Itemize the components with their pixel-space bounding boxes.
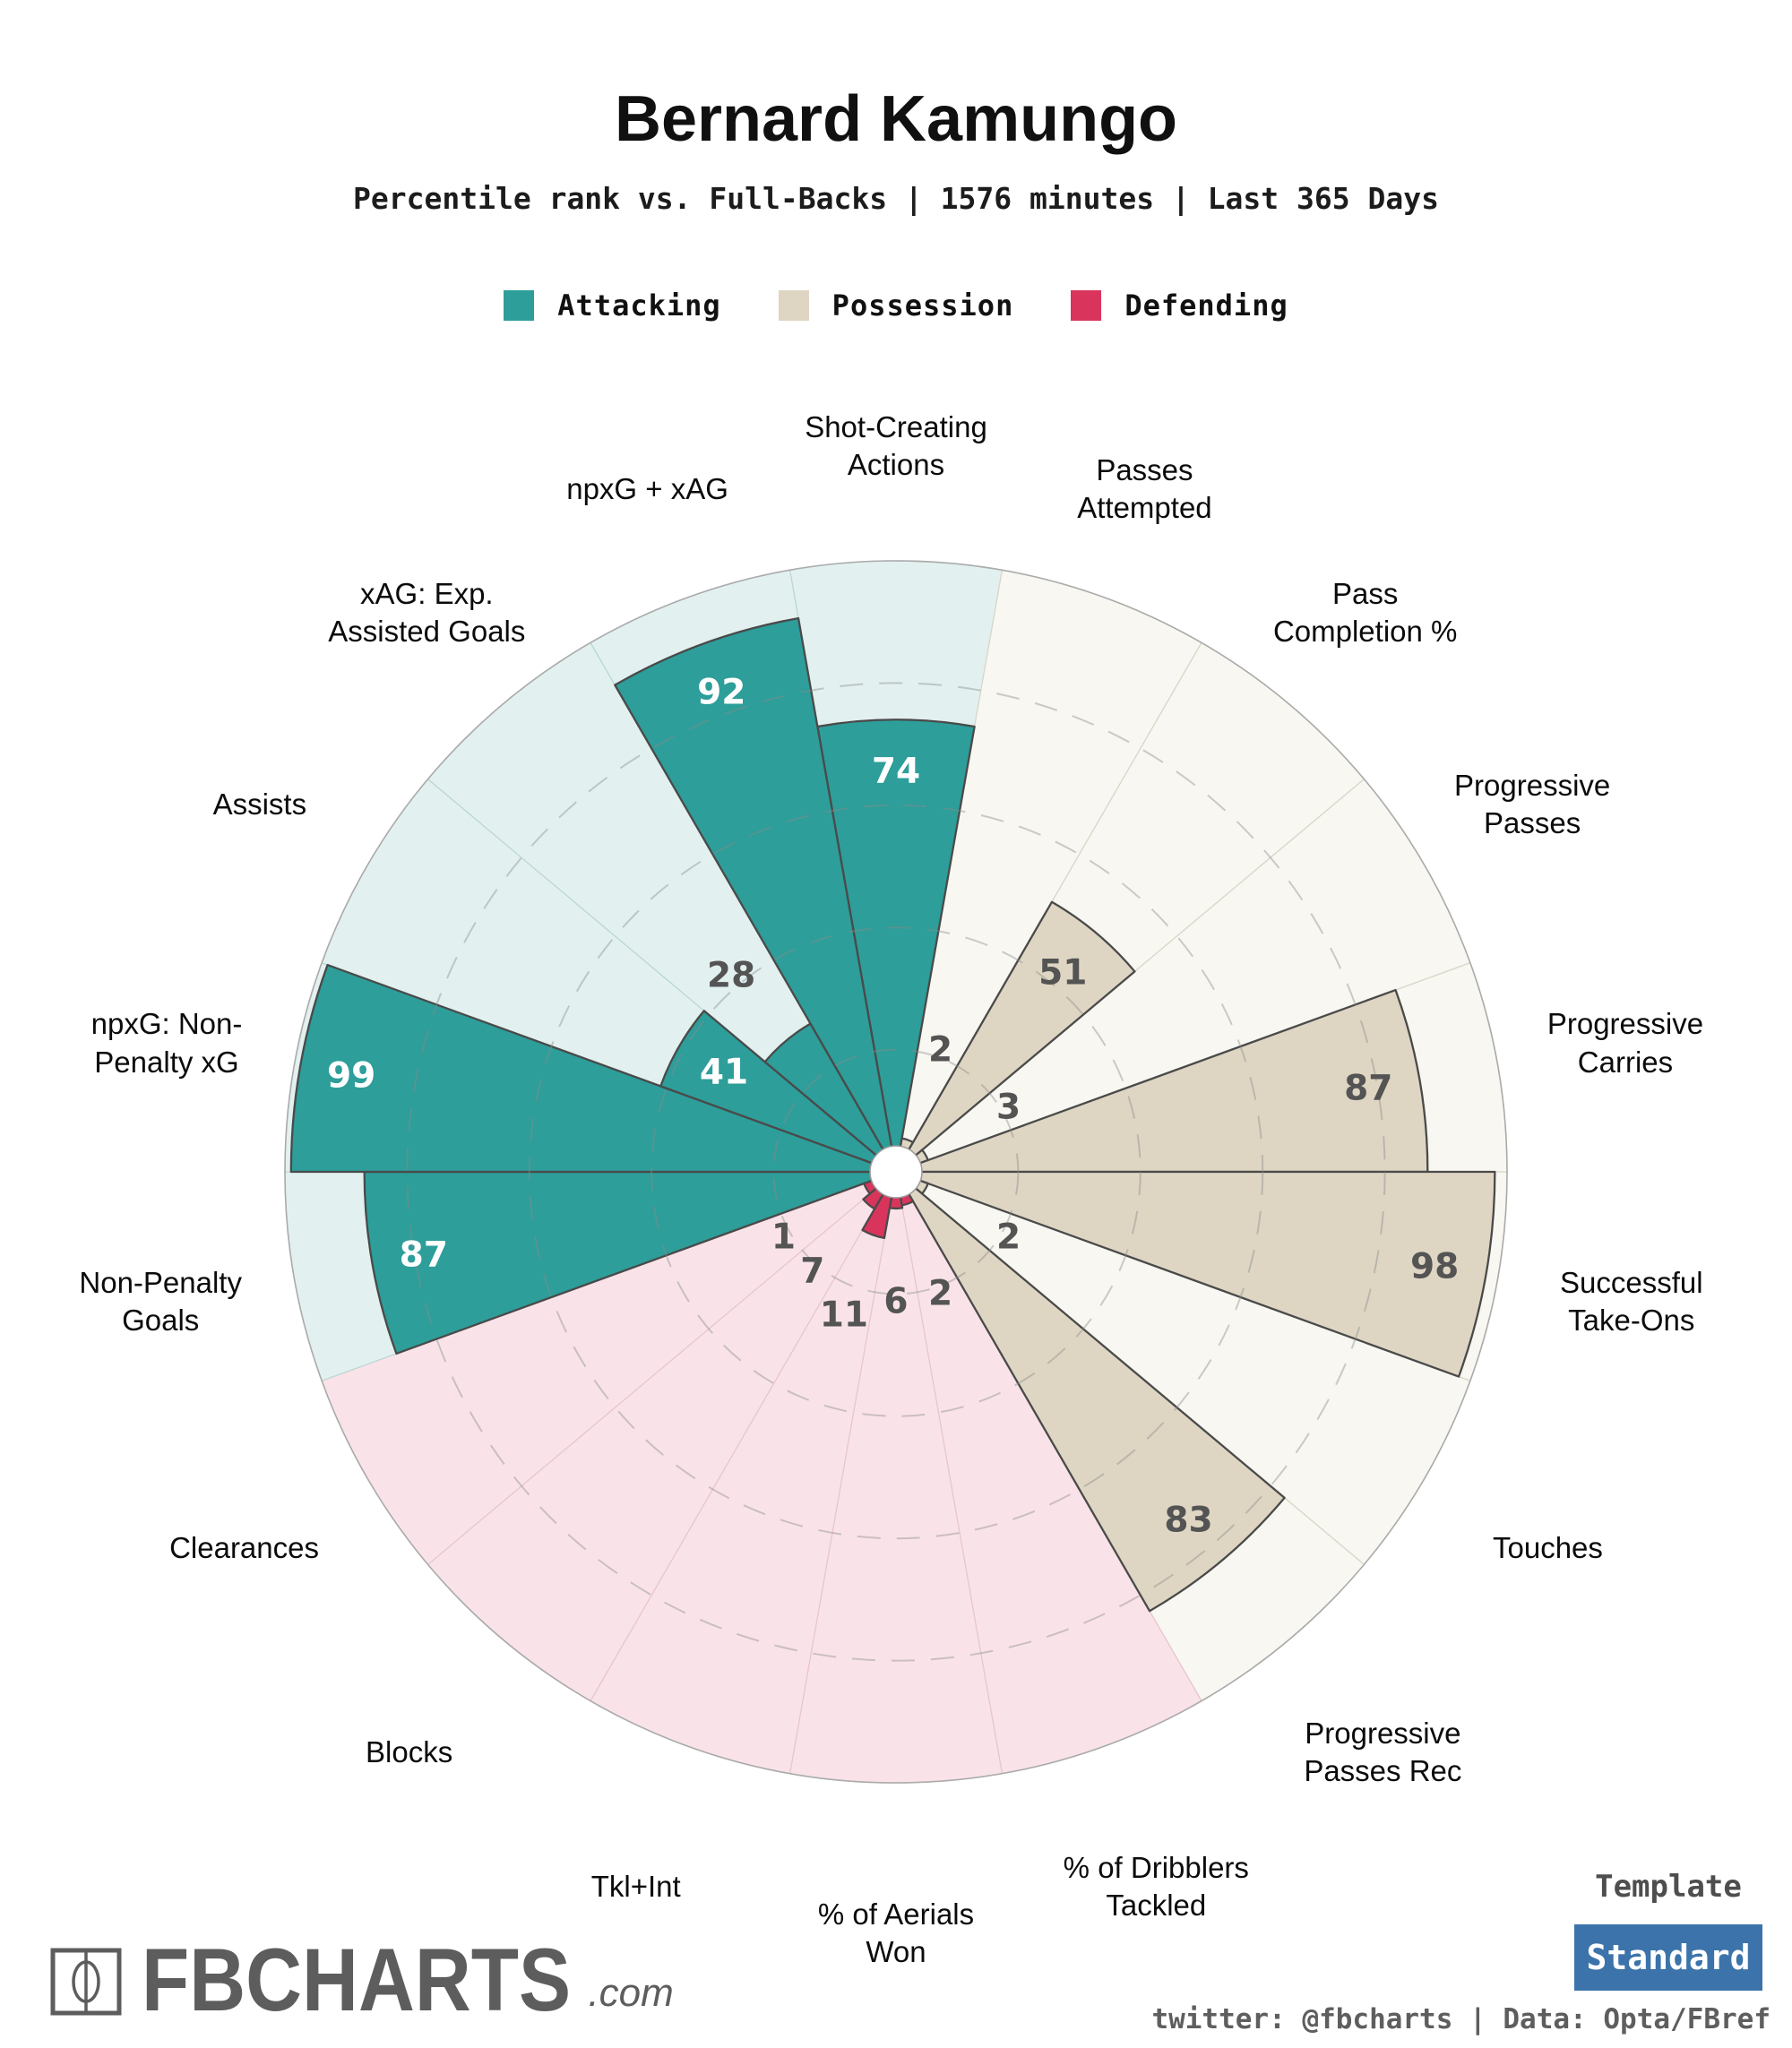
page-subtitle: Percentile rank vs. Full-Backs | 1576 mi… [353,181,1439,216]
slice-sector-fill [659,1010,898,1174]
slice-sector-fill [894,900,1136,1174]
legend-label: Possession [831,288,1014,323]
outer-circle [284,560,1508,1784]
slice-sector-fill [894,988,1429,1174]
legend-item-attacking: Attacking [504,288,720,323]
slice-sector-fill [816,719,976,1174]
logo-text: FBCHARTS [142,1930,572,2029]
grid-ring [528,804,1264,1540]
grid-ring [406,682,1386,1662]
template-label: Template [1595,1869,1742,1905]
template-standard-button[interactable]: Standard [1574,1924,1762,1991]
credits-text: twitter: @fbcharts | Data: Opta/FBref [1151,2003,1770,2035]
logo-suffix: .com [588,1971,674,2015]
grid-ring [772,1048,1020,1295]
legend-label: Defending [1124,288,1288,323]
slice-sector-fill [363,1170,898,1355]
legend-item-possession: Possession [778,288,1014,323]
defending-swatch-icon [1071,290,1102,321]
footer-logo: FBCHARTS .com [50,1930,715,2029]
legend-item-defending: Defending [1071,288,1288,323]
slice-sector-fill [289,963,898,1174]
possession-swatch-icon [778,290,809,321]
legend: Attacking Possession Defending [0,288,1792,323]
center-hole [869,1145,923,1199]
slice-sector-fill [894,1170,1496,1378]
slice-sector-fill [894,1170,1286,1613]
attacking-swatch-icon [504,290,535,321]
page-title: Bernard Kamungo [614,83,1178,155]
pitch-icon [50,1948,122,2016]
grid-ring [650,926,1142,1417]
legend-label: Attacking [557,288,721,323]
slice-sector-fill [614,616,898,1174]
